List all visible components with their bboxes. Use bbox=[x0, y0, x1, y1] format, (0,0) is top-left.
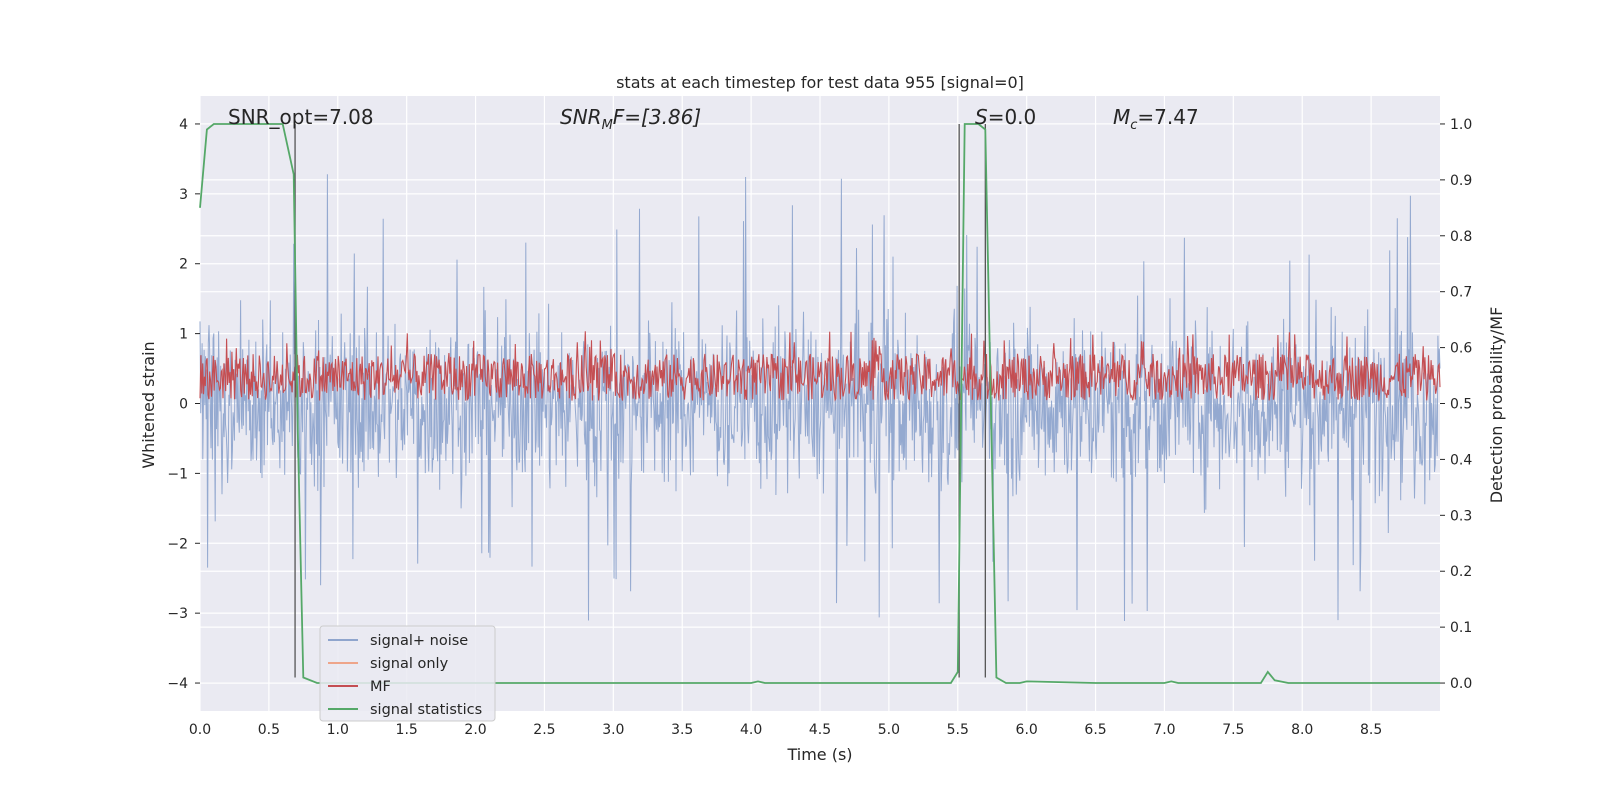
x-tick-label: 0.0 bbox=[189, 722, 211, 738]
annotation-mc-tail: =7.47 bbox=[1137, 105, 1198, 129]
legend-box bbox=[319, 625, 496, 722]
x-tick-label: 2.0 bbox=[464, 722, 486, 738]
y-right-tick-label: 1.0 bbox=[1450, 117, 1472, 133]
y-axis-right-label: Detection probability/MF bbox=[1487, 307, 1506, 504]
y-axis-left-label: Whitened strain bbox=[139, 341, 158, 468]
x-tick-label: 0.5 bbox=[258, 722, 280, 738]
y-right-tick-label: 0.2 bbox=[1450, 564, 1472, 580]
y-left-tick-label: 3 bbox=[179, 187, 188, 203]
series-signal-statistics-line bbox=[199, 123, 1440, 684]
x-tick-label: 7.0 bbox=[1153, 722, 1175, 738]
annotation-mc: Mc=7.47 bbox=[1113, 105, 1199, 133]
x-tick-label: 3.5 bbox=[671, 722, 693, 738]
legend-label-mf: MF bbox=[370, 679, 391, 695]
x-tick-label: 2.5 bbox=[533, 722, 555, 738]
x-tick-label: 6.0 bbox=[1016, 722, 1038, 738]
y-right-tick-label: 0.9 bbox=[1450, 173, 1472, 189]
annotation-snr-opt: SNR_opt=7.08 bbox=[228, 105, 374, 129]
annotation-snr-mf-tail: F=[3.86] bbox=[613, 105, 701, 129]
series-signal-plus-noise bbox=[199, 174, 1441, 622]
x-axis-label: Time (s) bbox=[786, 745, 852, 764]
legend: signal+ noise signal only MF signal stat… bbox=[319, 625, 496, 722]
annotation-s-stat: S=0.0 bbox=[975, 105, 1036, 129]
y-right-tick-label: 0.1 bbox=[1450, 620, 1472, 636]
axis-ticks: 0.0 0.5 1.0 1.5 2.0 2.5 3.0 3.5 4.0 4.5 5.0 5.5 6.0 6… bbox=[167, 117, 1472, 738]
y-right-tick-label: 0.8 bbox=[1450, 229, 1472, 245]
y-left-tick-label: −4 bbox=[167, 676, 188, 692]
y-left-tick-label: −2 bbox=[167, 536, 188, 552]
series-mf bbox=[199, 331, 1441, 402]
series-signal-statistics bbox=[199, 123, 1440, 684]
y-right-tick-label: 0.0 bbox=[1450, 676, 1472, 692]
annotation-mc-sub: c bbox=[1130, 118, 1137, 133]
annotation-s-base: S bbox=[975, 105, 988, 129]
x-tick-label: 5.0 bbox=[878, 722, 900, 738]
legend-label-signal-only: signal only bbox=[370, 656, 449, 672]
legend-label-signal-statistics: signal statistics bbox=[370, 702, 482, 718]
y-right-tick-label: 0.3 bbox=[1450, 508, 1472, 524]
annotation-mc-base: M bbox=[1113, 105, 1130, 129]
series-signal-plus-noise-line bbox=[199, 174, 1441, 622]
annotation-snr-mf: SNRMF=[3.86] bbox=[560, 105, 701, 133]
y-left-tick-label: 0 bbox=[179, 397, 188, 413]
y-left-tick-label: 1 bbox=[179, 327, 188, 343]
chart-title: stats at each timestep for test data 955… bbox=[616, 73, 1024, 92]
x-tick-label: 1.0 bbox=[327, 722, 349, 738]
x-tick-label: 3.0 bbox=[602, 722, 624, 738]
y-left-tick-label: 4 bbox=[179, 117, 188, 133]
x-tick-label: 7.5 bbox=[1222, 722, 1244, 738]
x-tick-label: 1.5 bbox=[396, 722, 418, 738]
x-tick-label: 4.5 bbox=[809, 722, 831, 738]
x-tick-label: 4.0 bbox=[740, 722, 762, 738]
y-right-tick-label: 0.7 bbox=[1450, 285, 1472, 301]
x-tick-label: 5.5 bbox=[947, 722, 969, 738]
x-tick-label: 8.5 bbox=[1360, 722, 1382, 738]
legend-label-signal-plus-noise: signal+ noise bbox=[370, 633, 468, 649]
y-left-tick-label: 2 bbox=[179, 257, 188, 273]
annotation-s-tail: =0.0 bbox=[988, 105, 1037, 129]
y-right-tick-label: 0.5 bbox=[1450, 397, 1472, 413]
y-right-tick-label: 0.4 bbox=[1450, 452, 1472, 468]
annotation-snr-mf-sub: M bbox=[602, 118, 613, 133]
series-mf-line bbox=[199, 331, 1441, 402]
y-right-tick-label: 0.6 bbox=[1450, 341, 1472, 357]
y-left-tick-label: −1 bbox=[167, 466, 188, 482]
y-left-tick-label: −3 bbox=[167, 606, 188, 622]
annotation-snr-mf-base: SNR bbox=[560, 105, 602, 129]
x-tick-label: 8.0 bbox=[1291, 722, 1313, 738]
x-tick-label: 6.5 bbox=[1084, 722, 1106, 738]
